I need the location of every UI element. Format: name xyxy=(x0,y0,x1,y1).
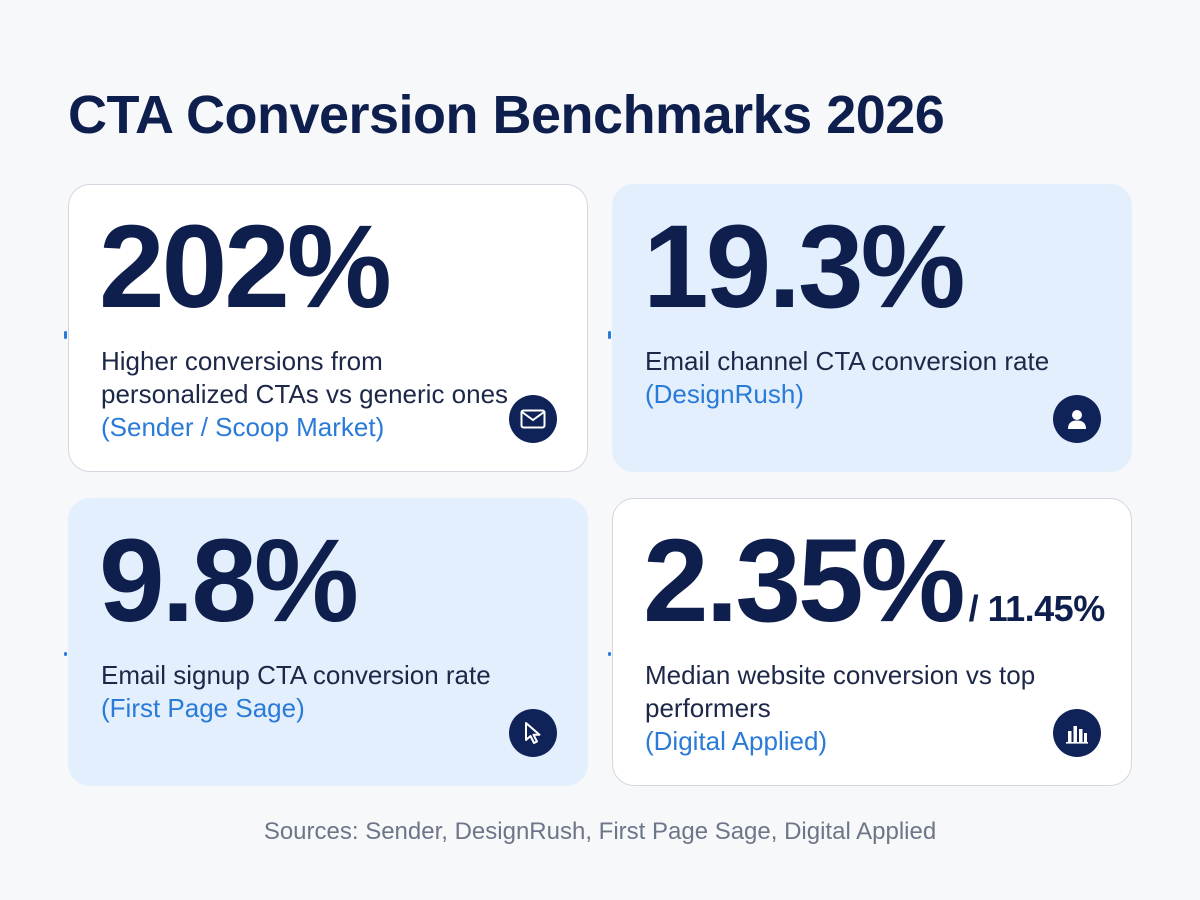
user-icon xyxy=(1053,395,1101,443)
page-title: CTA Conversion Benchmarks 2026 xyxy=(68,85,945,145)
stat-value: 9.8% xyxy=(99,515,359,647)
stat-description-block: Median website conversion vs top perform… xyxy=(645,659,1075,758)
stat-description: Email signup CTA conversion rate xyxy=(101,660,491,690)
stat-value-group: 2.35%/ 11.45% xyxy=(643,515,1106,647)
stat-description: Higher conversions from personalized CTA… xyxy=(101,346,509,409)
stat-value: 2.35% xyxy=(643,515,966,647)
stat-source: (DesignRush) xyxy=(645,379,804,409)
stat-source: (Digital Applied) xyxy=(645,726,828,756)
stat-value: 202% xyxy=(99,201,392,333)
cursor-icon xyxy=(509,709,557,757)
stat-card-personalized-ctas: 202% Higher conversions from personalize… xyxy=(68,184,588,472)
edge-marker xyxy=(608,652,611,656)
stat-card-email-signup: 9.8% Email signup CTA conversion rate (F… xyxy=(68,498,588,786)
stat-value: 19.3% xyxy=(643,201,966,333)
stat-secondary-value: / 11.45% xyxy=(968,588,1106,629)
bar-chart-icon xyxy=(1053,709,1101,757)
stat-description: Email channel CTA conversion rate xyxy=(645,346,1050,376)
edge-marker xyxy=(64,331,67,339)
edge-marker xyxy=(608,331,611,339)
envelope-icon xyxy=(509,395,557,443)
edge-marker xyxy=(64,652,67,656)
stat-description-block: Email signup CTA conversion rate (First … xyxy=(101,659,531,725)
sources-footer: Sources: Sender, DesignRush, First Page … xyxy=(263,818,937,845)
stat-description: Median website conversion vs top perform… xyxy=(645,660,1036,723)
stat-description-block: Email channel CTA conversion rate (Desig… xyxy=(645,345,1075,411)
stat-description-block: Higher conversions from personalized CTA… xyxy=(101,345,531,444)
stat-card-median-website: 2.35%/ 11.45% Median website conversion … xyxy=(612,498,1132,786)
stat-card-email-channel: 19.3% Email channel CTA conversion rate … xyxy=(612,184,1132,472)
stat-source: (First Page Sage) xyxy=(101,693,305,723)
stat-source: (Sender / Scoop Market) xyxy=(101,412,385,442)
